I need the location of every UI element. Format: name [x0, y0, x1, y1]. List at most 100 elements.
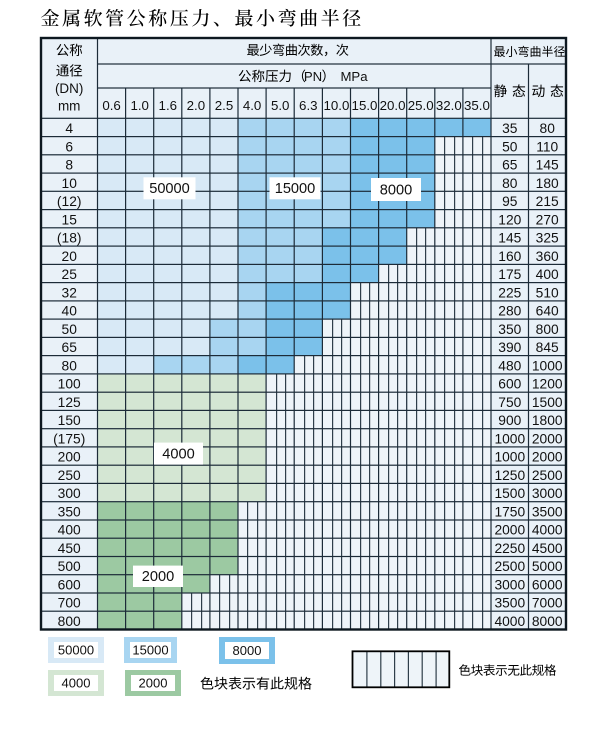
svg-text:50: 50: [502, 139, 518, 154]
svg-text:1.6: 1.6: [159, 98, 178, 113]
svg-text:2.0: 2.0: [187, 98, 206, 113]
svg-text:1250: 1250: [494, 468, 525, 483]
svg-text:1500: 1500: [494, 486, 525, 501]
svg-text:250: 250: [58, 468, 81, 483]
svg-text:25: 25: [62, 267, 78, 282]
svg-text:2250: 2250: [494, 541, 525, 556]
svg-text:4000: 4000: [494, 614, 525, 629]
svg-text:10: 10: [62, 176, 78, 191]
svg-text:20: 20: [62, 249, 78, 264]
svg-text:2.5: 2.5: [215, 98, 234, 113]
svg-text:325: 325: [536, 231, 559, 246]
svg-text:PN: PN: [304, 69, 322, 84]
svg-text:200: 200: [58, 450, 81, 465]
svg-text:25.0: 25.0: [408, 98, 434, 113]
svg-text:500: 500: [58, 559, 81, 574]
svg-text:215: 215: [536, 194, 559, 209]
svg-text:(DN): (DN): [55, 81, 84, 96]
svg-text:350: 350: [498, 322, 521, 337]
svg-text:8: 8: [65, 158, 73, 173]
svg-text:4000: 4000: [62, 676, 91, 691]
svg-text:450: 450: [58, 541, 81, 556]
svg-text:35.0: 35.0: [464, 98, 490, 113]
svg-text:750: 750: [498, 395, 521, 410]
svg-text:175: 175: [498, 267, 521, 282]
svg-text:5000: 5000: [532, 559, 563, 574]
svg-text:2500: 2500: [494, 559, 525, 574]
svg-text:1.0: 1.0: [130, 98, 149, 113]
svg-text:800: 800: [536, 322, 559, 337]
svg-text:3500: 3500: [494, 596, 525, 611]
svg-text:110: 110: [536, 139, 558, 154]
svg-text:mm: mm: [58, 99, 81, 114]
svg-text:510: 510: [536, 285, 559, 300]
svg-text:180: 180: [536, 176, 559, 191]
svg-text:3000: 3000: [532, 486, 563, 501]
svg-text:15000: 15000: [275, 181, 316, 197]
svg-text:8000: 8000: [233, 643, 262, 658]
svg-text:1200: 1200: [532, 377, 563, 392]
svg-text:6000: 6000: [532, 578, 563, 593]
svg-text:50000: 50000: [58, 643, 94, 658]
svg-text:150: 150: [58, 413, 81, 428]
svg-text:1000: 1000: [532, 358, 563, 373]
svg-text:400: 400: [58, 523, 81, 538]
svg-text:8000: 8000: [532, 614, 563, 629]
svg-text:270: 270: [536, 212, 559, 227]
svg-text:845: 845: [536, 340, 559, 355]
svg-text:2000: 2000: [139, 676, 168, 691]
svg-text:1500: 1500: [532, 395, 563, 410]
svg-text:125: 125: [58, 395, 81, 410]
svg-text:8000: 8000: [380, 182, 412, 198]
svg-text:400: 400: [536, 267, 559, 282]
svg-text:MPa: MPa: [340, 69, 368, 84]
svg-text:(12): (12): [57, 194, 82, 209]
svg-text:2000: 2000: [494, 523, 525, 538]
svg-text:15.0: 15.0: [352, 98, 378, 113]
svg-text:1800: 1800: [532, 413, 563, 428]
svg-text:2000: 2000: [142, 569, 174, 585]
svg-text:3500: 3500: [532, 504, 563, 519]
svg-text:2000: 2000: [532, 431, 563, 446]
svg-text:80: 80: [540, 121, 556, 136]
svg-text:800: 800: [58, 614, 81, 629]
svg-text:145: 145: [498, 231, 521, 246]
svg-text:32.0: 32.0: [436, 98, 462, 113]
svg-text:4.0: 4.0: [243, 98, 262, 113]
svg-text:390: 390: [498, 340, 521, 355]
svg-text:4000: 4000: [162, 447, 194, 463]
svg-text:(175): (175): [53, 431, 85, 446]
svg-text:145: 145: [536, 158, 559, 173]
svg-text:10.0: 10.0: [323, 98, 349, 113]
svg-text:40: 40: [62, 304, 78, 319]
svg-text:4000: 4000: [532, 523, 563, 538]
svg-text:1000: 1000: [494, 450, 525, 465]
svg-text:600: 600: [58, 578, 81, 593]
svg-text:5.0: 5.0: [271, 98, 290, 113]
svg-text:900: 900: [498, 413, 521, 428]
svg-text:35: 35: [502, 121, 518, 136]
svg-text:7000: 7000: [532, 596, 563, 611]
svg-text:160: 160: [498, 249, 521, 264]
svg-text:360: 360: [536, 249, 559, 264]
svg-text:0.6: 0.6: [102, 98, 121, 113]
svg-text:6: 6: [65, 139, 73, 154]
svg-text:4500: 4500: [532, 541, 563, 556]
svg-text:15000: 15000: [132, 643, 168, 658]
svg-text:65: 65: [62, 340, 78, 355]
svg-text:700: 700: [58, 596, 81, 611]
svg-text:480: 480: [498, 358, 521, 373]
svg-text:225: 225: [498, 285, 521, 300]
svg-text:20.0: 20.0: [380, 98, 406, 113]
svg-text:80: 80: [62, 358, 78, 373]
svg-text:350: 350: [58, 504, 81, 519]
svg-text:1000: 1000: [494, 431, 525, 446]
svg-text:3000: 3000: [494, 578, 525, 593]
svg-text:1750: 1750: [494, 504, 525, 519]
svg-text:280: 280: [498, 304, 521, 319]
svg-text:640: 640: [536, 304, 559, 319]
svg-text:2500: 2500: [532, 468, 563, 483]
svg-text:80: 80: [502, 176, 518, 191]
svg-text:600: 600: [498, 377, 521, 392]
svg-text:50000: 50000: [149, 181, 190, 197]
